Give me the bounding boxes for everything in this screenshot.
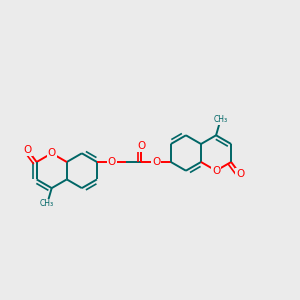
Text: O: O (212, 166, 220, 176)
Text: O: O (48, 148, 56, 158)
Text: O: O (137, 141, 146, 151)
Text: O: O (23, 145, 32, 155)
Text: O: O (236, 169, 244, 179)
Text: CH₃: CH₃ (214, 115, 228, 124)
Text: O: O (108, 157, 116, 167)
Text: O: O (152, 157, 160, 167)
Text: CH₃: CH₃ (40, 199, 54, 208)
